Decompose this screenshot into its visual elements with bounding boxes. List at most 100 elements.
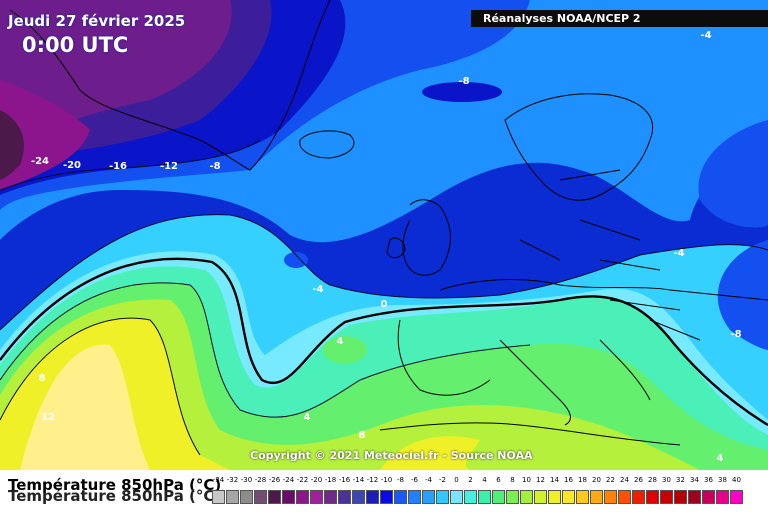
scale-color-swatch (716, 490, 729, 504)
iceland-coast (299, 130, 355, 159)
temp-zone-spain-4 (323, 336, 367, 364)
scale-color-swatch (548, 490, 561, 504)
scale-tick-label: 10 (522, 476, 531, 484)
scale-tick-label: -28 (254, 476, 267, 484)
scale-color-swatch (702, 490, 715, 504)
contour-labels: -24 -20 -16 -12 -8 -8 -4 -4 -4 -8 0 4 4 … (31, 30, 742, 464)
borders (519, 169, 701, 341)
temp-zone-minus28-minus24 (0, 80, 90, 190)
contour-label: 12 (41, 412, 55, 423)
scale-tick-label: -34 (212, 476, 225, 484)
contour-label: 4 (717, 453, 724, 464)
scale-tick-label: 4 (482, 476, 487, 484)
north-africa-coast (379, 422, 681, 446)
scale-color-swatch (422, 490, 435, 504)
scale-color-swatch (212, 490, 225, 504)
temp-zone-africa-warm (380, 436, 480, 470)
scale-color-swatch (674, 490, 687, 504)
scale-tick-label: 24 (620, 476, 629, 484)
scale-color-swatch (520, 490, 533, 504)
scale-color-swatch (464, 490, 477, 504)
scale-tick-label: 28 (648, 476, 657, 484)
isotherm-line-minus12 (0, 139, 261, 191)
temperature-map: -24 -20 -16 -12 -8 -8 -4 -4 -4 -8 0 4 4 … (0, 0, 768, 470)
scale-tick-label: -30 (240, 476, 253, 484)
scale-color-swatch (534, 490, 547, 504)
scale-tick-label: 20 (592, 476, 601, 484)
scale-tick-label: 38 (718, 476, 727, 484)
continent-north-coast (439, 279, 768, 301)
ireland-coast (386, 237, 406, 259)
scale-color-swatch (604, 490, 617, 504)
scale-color-swatch (562, 490, 575, 504)
scale-color-swatch (730, 490, 743, 504)
contour-label: -20 (63, 160, 81, 171)
isotherm-line-minus4 (0, 214, 768, 331)
temp-zone-10-12 (20, 344, 150, 470)
scale-tick-label: 34 (690, 476, 699, 484)
scale-tick-label: 8 (510, 476, 515, 484)
scale-color-swatch (338, 490, 351, 504)
legend-footer: Température 850hPa (°C) Température 850h… (0, 470, 768, 512)
scale-color-swatch (632, 490, 645, 504)
britain-coast (402, 199, 451, 276)
scale-color-swatch (226, 490, 239, 504)
scale-color-swatch (660, 490, 673, 504)
contour-label: -24 (31, 156, 49, 167)
scale-tick-label: 40 (732, 476, 741, 484)
scale-tick-label: 12 (536, 476, 545, 484)
scale-color-swatch (254, 490, 267, 504)
temp-zone-minus32-minus28 (0, 110, 24, 180)
scale-tick-label: -2 (439, 476, 446, 484)
forecast-date: Jeudi 27 février 2025 (8, 12, 186, 30)
contour-label: -8 (458, 76, 469, 87)
scale-tick-label: -4 (425, 476, 432, 484)
greenland-coast (9, 0, 331, 171)
contour-label: -8 (209, 161, 220, 172)
scale-tick-label: -26 (268, 476, 281, 484)
scale-color-swatch (492, 490, 505, 504)
contour-label: -8 (730, 329, 741, 340)
contour-label: 4 (304, 412, 311, 423)
scale-tick-label: 36 (704, 476, 713, 484)
scale-color-swatch (240, 490, 253, 504)
scale-color-swatch (618, 490, 631, 504)
scale-tick-label: -24 (282, 476, 295, 484)
copyright-notice: Copyright © 2021 Meteociel.fr - Source N… (250, 449, 533, 462)
scandinavia-coast (504, 93, 654, 201)
scale-color-swatch (310, 490, 323, 504)
contour-label: 8 (359, 430, 366, 441)
contour-label: 4 (337, 336, 344, 347)
scale-color-swatch (366, 490, 379, 504)
scale-tick-label: -16 (338, 476, 351, 484)
temp-zone-east-minus8 (717, 240, 768, 350)
scale-color-swatch (478, 490, 491, 504)
scale-color-swatch (282, 490, 295, 504)
italy-coast (499, 339, 571, 426)
contour-label: -4 (700, 30, 711, 41)
scale-tick-label: 0 (454, 476, 459, 484)
iberia-coast (397, 319, 491, 396)
scale-color-swatch (296, 490, 309, 504)
contour-label: -4 (673, 248, 684, 259)
scale-tick-label: -20 (310, 476, 323, 484)
scale-tick-label: 14 (550, 476, 559, 484)
isotherm-line-zero (0, 257, 768, 427)
scale-color-swatch (394, 490, 407, 504)
scale-color-swatch (436, 490, 449, 504)
scale-tick-label: -12 (366, 476, 379, 484)
isotherm-line-8 (0, 317, 201, 456)
scale-tick-label: 2 (468, 476, 473, 484)
scale-color-swatch (352, 490, 365, 504)
legend-title: Température 850hPa (°C) (8, 476, 222, 494)
scale-tick-label: -14 (352, 476, 365, 484)
scale-tick-label: -22 (296, 476, 309, 484)
scale-tick-label: -18 (324, 476, 337, 484)
scale-tick-label: 26 (634, 476, 643, 484)
color-scale: -34 -32 -30 -28 -26 -24 -22 -20 -18 -16 -14 -12 -10-… (212, 476, 752, 508)
source-label: Réanalyses NOAA/NCEP 2 (483, 12, 641, 25)
scale-color-swatch (450, 490, 463, 504)
scale-color-swatch (506, 490, 519, 504)
contour-label: 0 (381, 299, 388, 310)
